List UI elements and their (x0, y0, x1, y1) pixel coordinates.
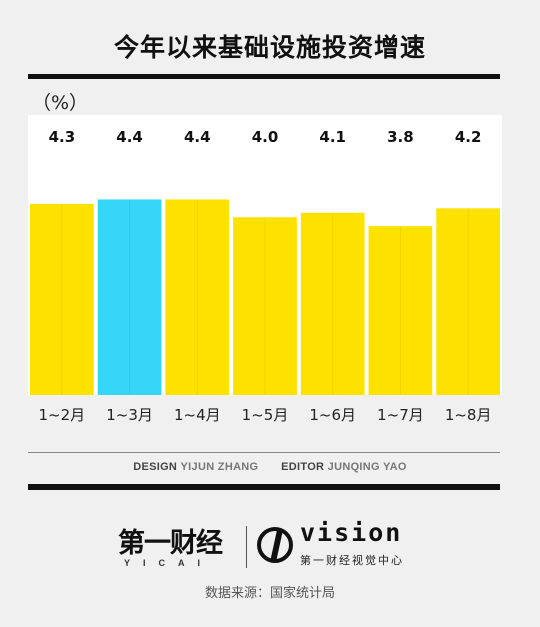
bar-1~8月 (436, 208, 500, 395)
x-tick-label: 1~5月 (242, 406, 289, 424)
x-tick-label: 1~8月 (445, 406, 492, 424)
data-label: 3.8 (387, 128, 414, 146)
data-label: 4.2 (455, 128, 482, 146)
unit-label: （%） (32, 92, 89, 114)
x-tick-label: 1~6月 (309, 406, 356, 424)
data-source: 数据来源：国家统计局 (204, 586, 335, 601)
yicai-logo: 第一财经 (118, 528, 223, 559)
yicai-logo-sub: YICAI (124, 558, 214, 568)
x-tick-label: 1~4月 (174, 406, 221, 424)
bar-1~2月 (30, 203, 94, 395)
bar-1~4月 (165, 199, 230, 395)
bottom-rule (28, 484, 500, 490)
editor-name: JUNQING YAO (327, 461, 407, 473)
x-tick-label: 1~2月 (39, 406, 86, 424)
bar-1~6月 (300, 212, 365, 395)
data-label: 4.0 (252, 128, 279, 146)
vision-mark-icon (257, 527, 293, 563)
credits: DESIGN YIJUN ZHANG EDITOR JUNQING YAO (0, 461, 540, 473)
x-tick-label: 1~7月 (377, 406, 424, 424)
bar-1~3月 (97, 199, 162, 395)
chart-title: 今年以来基础设施投资增速 (113, 33, 426, 62)
logo-divider (246, 526, 247, 568)
design-name: YIJUN ZHANG (180, 461, 259, 473)
editor-label: EDITOR (281, 461, 325, 473)
bar-1~7月 (368, 226, 433, 395)
baseline-rule (28, 452, 500, 453)
vision-logo-sub: 第一财经视觉中心 (300, 554, 404, 567)
data-label: 4.4 (116, 128, 143, 146)
design-label: DESIGN (133, 461, 178, 473)
data-label: 4.4 (184, 128, 211, 146)
data-label: 4.1 (319, 128, 346, 146)
vision-logo-word: vision (300, 518, 403, 547)
bar-1~5月 (233, 217, 297, 395)
top-rule (28, 74, 500, 79)
bar-chart: 4.3 1~2月 4.4 1~3月 4.4 1~4月 4.0 1~5月 4.1 1~6月 3.8 1~… (28, 115, 502, 424)
x-tick-label: 1~3月 (106, 406, 153, 424)
data-label: 4.3 (49, 128, 76, 146)
